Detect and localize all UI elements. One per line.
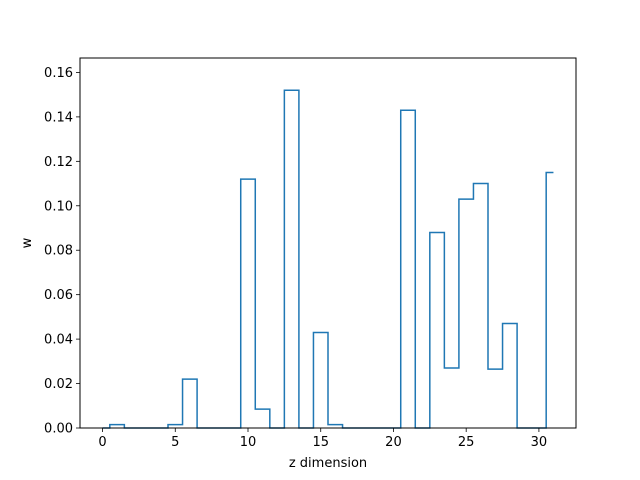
x-tick-label: 0 [98,435,106,450]
y-tick-label: 0.08 [44,244,73,259]
y-tick-label: 0.16 [44,66,73,81]
series-line-0 [102,89,554,429]
y-axis-label: w [20,237,35,248]
x-tick-label: 10 [240,435,257,450]
x-tick-label: 20 [385,435,402,450]
y-tick-label: 0.12 [44,155,73,170]
y-tick-label: 0.02 [44,377,73,392]
y-tick-label: 0.00 [44,422,73,437]
y-tick-label: 0.06 [44,288,73,303]
y-tick-label: 0.04 [44,333,73,348]
plot-frame [79,57,577,429]
x-tick-label: 25 [458,435,475,450]
series-layer [102,89,554,429]
y-tick-label: 0.10 [44,199,73,214]
x-tick-label: 5 [171,435,179,450]
x-axis-label: z dimension [289,456,367,471]
x-tick-label: 15 [312,435,329,450]
x-tick-label: 30 [531,435,548,450]
x-axis: 0 5 10 15 20 25 30 [98,428,547,450]
y-axis: 0.00 0.02 0.04 0.06 0.08 0.10 0.12 0.14 0.16 [44,66,80,437]
y-tick-label: 0.14 [44,110,73,125]
